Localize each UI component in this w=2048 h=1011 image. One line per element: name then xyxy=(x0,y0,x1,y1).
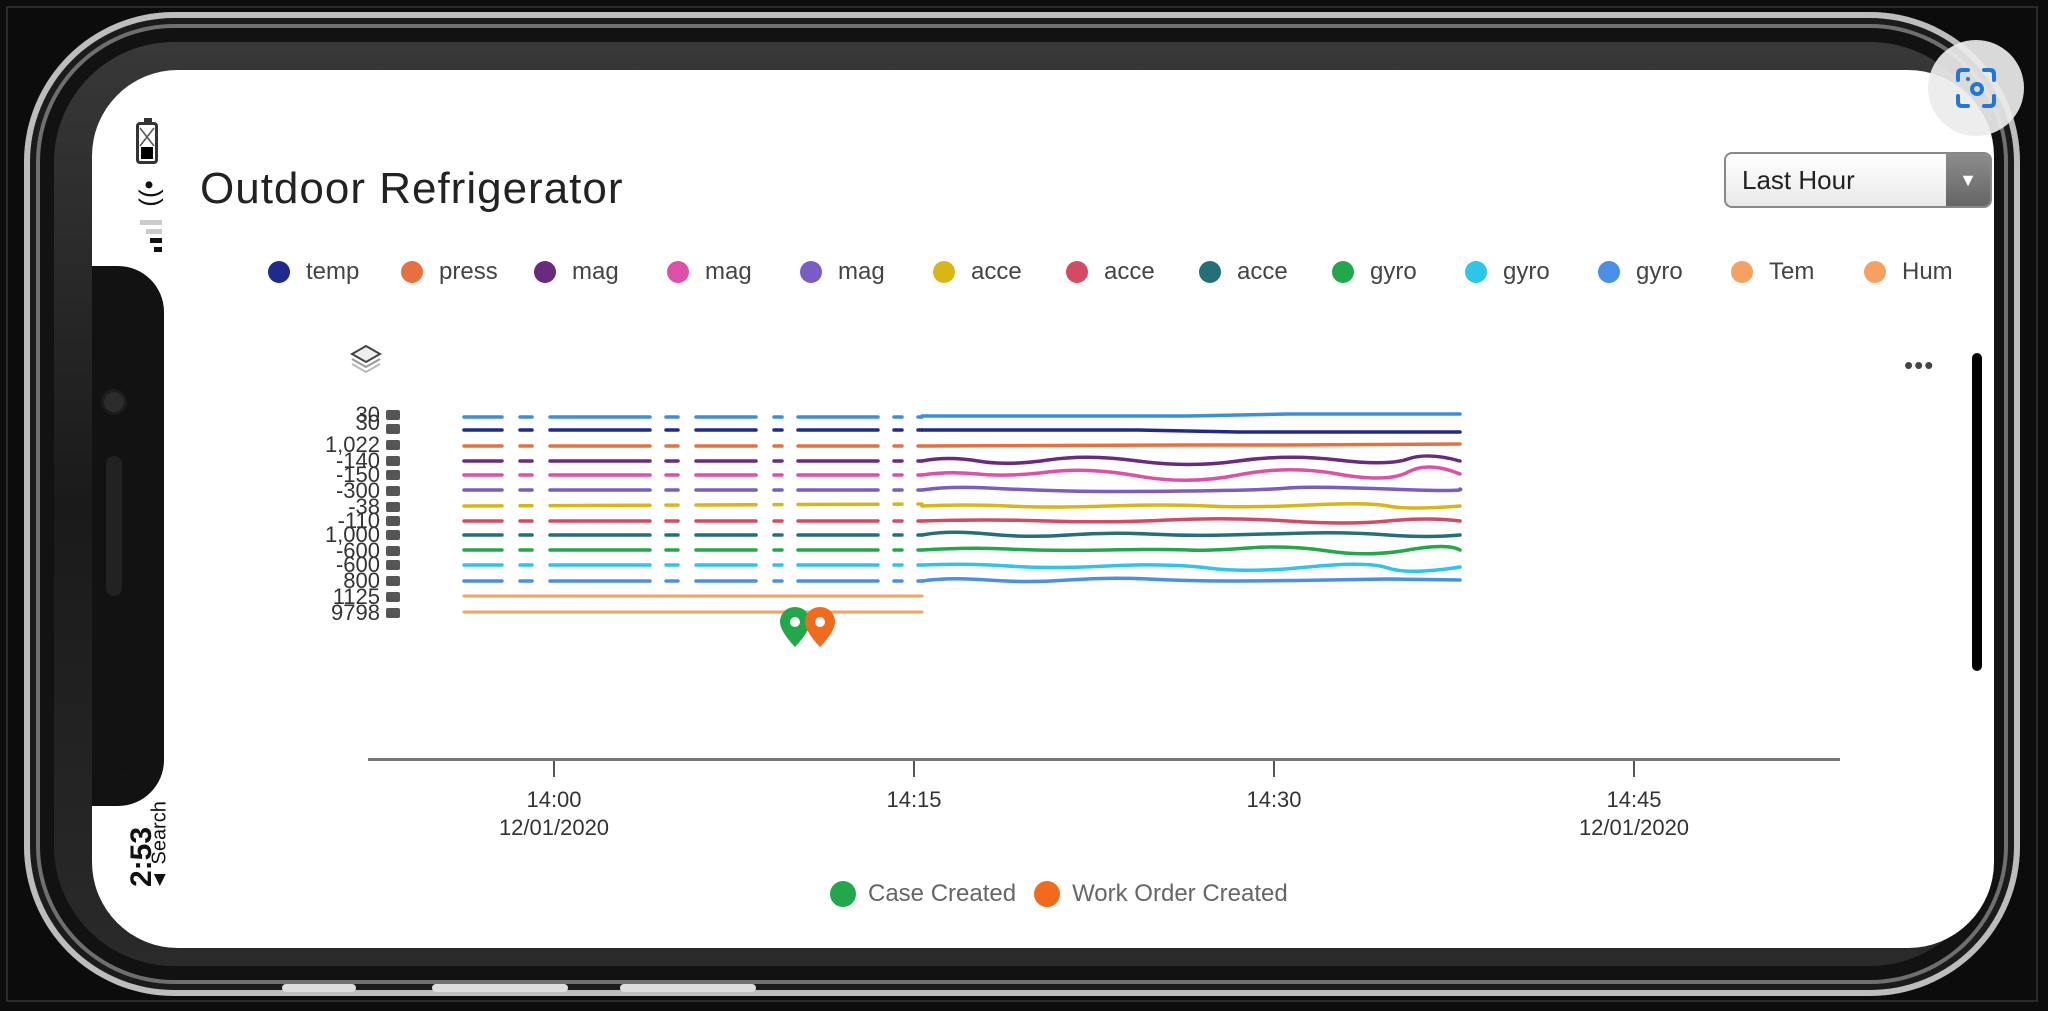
legend-dot-icon xyxy=(1864,261,1886,283)
time-range-select[interactable]: Last Hour ▼ xyxy=(1724,152,1992,208)
plot-area xyxy=(462,412,1463,614)
y-tick-label: -600 xyxy=(335,538,380,563)
legend-dot-icon xyxy=(800,261,822,283)
legend-dot-icon xyxy=(667,261,689,283)
legend-dot-icon xyxy=(1598,261,1620,283)
phone-notch xyxy=(92,266,164,806)
legend-dot-icon xyxy=(933,261,955,283)
legend-item[interactable]: press xyxy=(401,258,534,286)
legend-item[interactable]: Tem xyxy=(1731,258,1864,286)
legend-label: acce xyxy=(971,258,1022,285)
legend-item[interactable]: gyro xyxy=(1332,258,1465,286)
legend-label: temp xyxy=(306,258,360,285)
event-legend: Case Created Work Order Created xyxy=(830,880,1306,908)
legend-dot-icon xyxy=(534,261,556,283)
app-screen: ((• ➤ 2:53 ◄ Search Outdoor Refrigerator… xyxy=(92,70,1994,948)
y-tick-label: 30 xyxy=(355,402,380,427)
screenshot-capture-icon xyxy=(1956,68,1996,108)
y-tick-label: -140 xyxy=(335,448,380,473)
telemetry-chart: 30 30 1,022 -140 -150 -300 -38 -110 1,00… xyxy=(288,400,1908,780)
legend-dot-icon xyxy=(830,881,856,907)
location-arrow-icon: ➤ xyxy=(108,756,136,777)
phone-bezel: ((• ➤ 2:53 ◄ Search Outdoor Refrigerator… xyxy=(24,12,2024,996)
y-tick-label: 9798 xyxy=(331,600,380,625)
legend-dot-icon xyxy=(1731,261,1753,283)
legend-dot-icon xyxy=(401,261,423,283)
y-tick-label: 1,022 xyxy=(324,432,380,457)
back-to-search-link[interactable]: ◄ Search xyxy=(148,801,171,890)
more-options-icon[interactable]: ••• xyxy=(1904,350,1935,380)
time-range-value: Last Hour xyxy=(1742,164,1855,195)
legend-label: acce xyxy=(1237,258,1288,285)
legend-dot-icon xyxy=(1465,261,1487,283)
y-tick-label: 1125 xyxy=(332,584,380,609)
legend-dot-icon xyxy=(268,261,290,283)
case-created-marker-icon[interactable] xyxy=(779,606,811,648)
legend-label: gyro xyxy=(1370,258,1417,285)
legend-label: Tem xyxy=(1769,258,1815,285)
screenshot-capture-button[interactable] xyxy=(1928,40,2024,136)
legend-item[interactable]: acce xyxy=(1066,258,1199,286)
y-tick-label: -110 xyxy=(337,508,380,533)
wifi-icon: ((• xyxy=(133,180,164,207)
legend-label: mag xyxy=(838,258,885,285)
device-bottom-bars xyxy=(24,982,2020,996)
speaker-grille xyxy=(106,456,122,596)
status-bar-bottom: ➤ 2:53 ◄ Search xyxy=(109,756,182,948)
event-legend-work-order-created[interactable]: Work Order Created xyxy=(1034,880,1288,908)
work-order-marker-icon[interactable] xyxy=(804,606,836,648)
battery-empty-icon xyxy=(136,118,158,164)
y-tick-label: 30 xyxy=(355,410,380,435)
legend-label: mag xyxy=(705,258,752,285)
y-tick-label: 1,000 xyxy=(324,522,380,547)
legend-label: gyro xyxy=(1503,258,1550,285)
legend-label: mag xyxy=(572,258,619,285)
y-tick-label: 800 xyxy=(343,568,380,593)
legend-label: press xyxy=(439,258,498,285)
series-legend: temp press mag mag mag acce acce acce gy… xyxy=(268,258,1994,286)
legend-item[interactable]: gyro xyxy=(1598,258,1731,286)
page-title: Outdoor Refrigerator xyxy=(200,164,624,213)
legend-dot-icon xyxy=(1199,261,1221,283)
cellular-signal-icon xyxy=(140,220,162,256)
vertical-scrollbar[interactable] xyxy=(1972,353,1982,671)
legend-label: acce xyxy=(1104,258,1155,285)
legend-item[interactable]: mag xyxy=(667,258,800,286)
legend-item[interactable]: gyro xyxy=(1465,258,1598,286)
legend-item[interactable]: mag xyxy=(800,258,933,286)
legend-item[interactable]: acce xyxy=(1199,258,1332,286)
legend-dot-icon xyxy=(1034,881,1061,907)
legend-item[interactable]: acce xyxy=(933,258,1066,286)
legend-item[interactable]: temp xyxy=(268,258,401,286)
legend-item[interactable]: Hum xyxy=(1864,258,1994,286)
legend-dot-icon xyxy=(1066,261,1088,283)
event-legend-case-created[interactable]: Case Created xyxy=(830,880,1016,908)
window-frame xyxy=(6,6,2038,1002)
legend-label: Hum xyxy=(1902,258,1953,285)
chevron-down-icon[interactable]: ▼ xyxy=(1946,154,1990,206)
legend-item[interactable]: mag xyxy=(534,258,667,286)
y-tick-label: -300 xyxy=(335,478,380,503)
y-tick-label: -600 xyxy=(335,552,380,577)
front-camera xyxy=(104,392,124,412)
y-tick-label: -38 xyxy=(348,494,380,519)
layers-icon[interactable] xyxy=(348,342,384,378)
y-tick-label: -150 xyxy=(335,462,380,487)
legend-dot-icon xyxy=(1332,261,1354,283)
legend-label: gyro xyxy=(1636,258,1683,285)
